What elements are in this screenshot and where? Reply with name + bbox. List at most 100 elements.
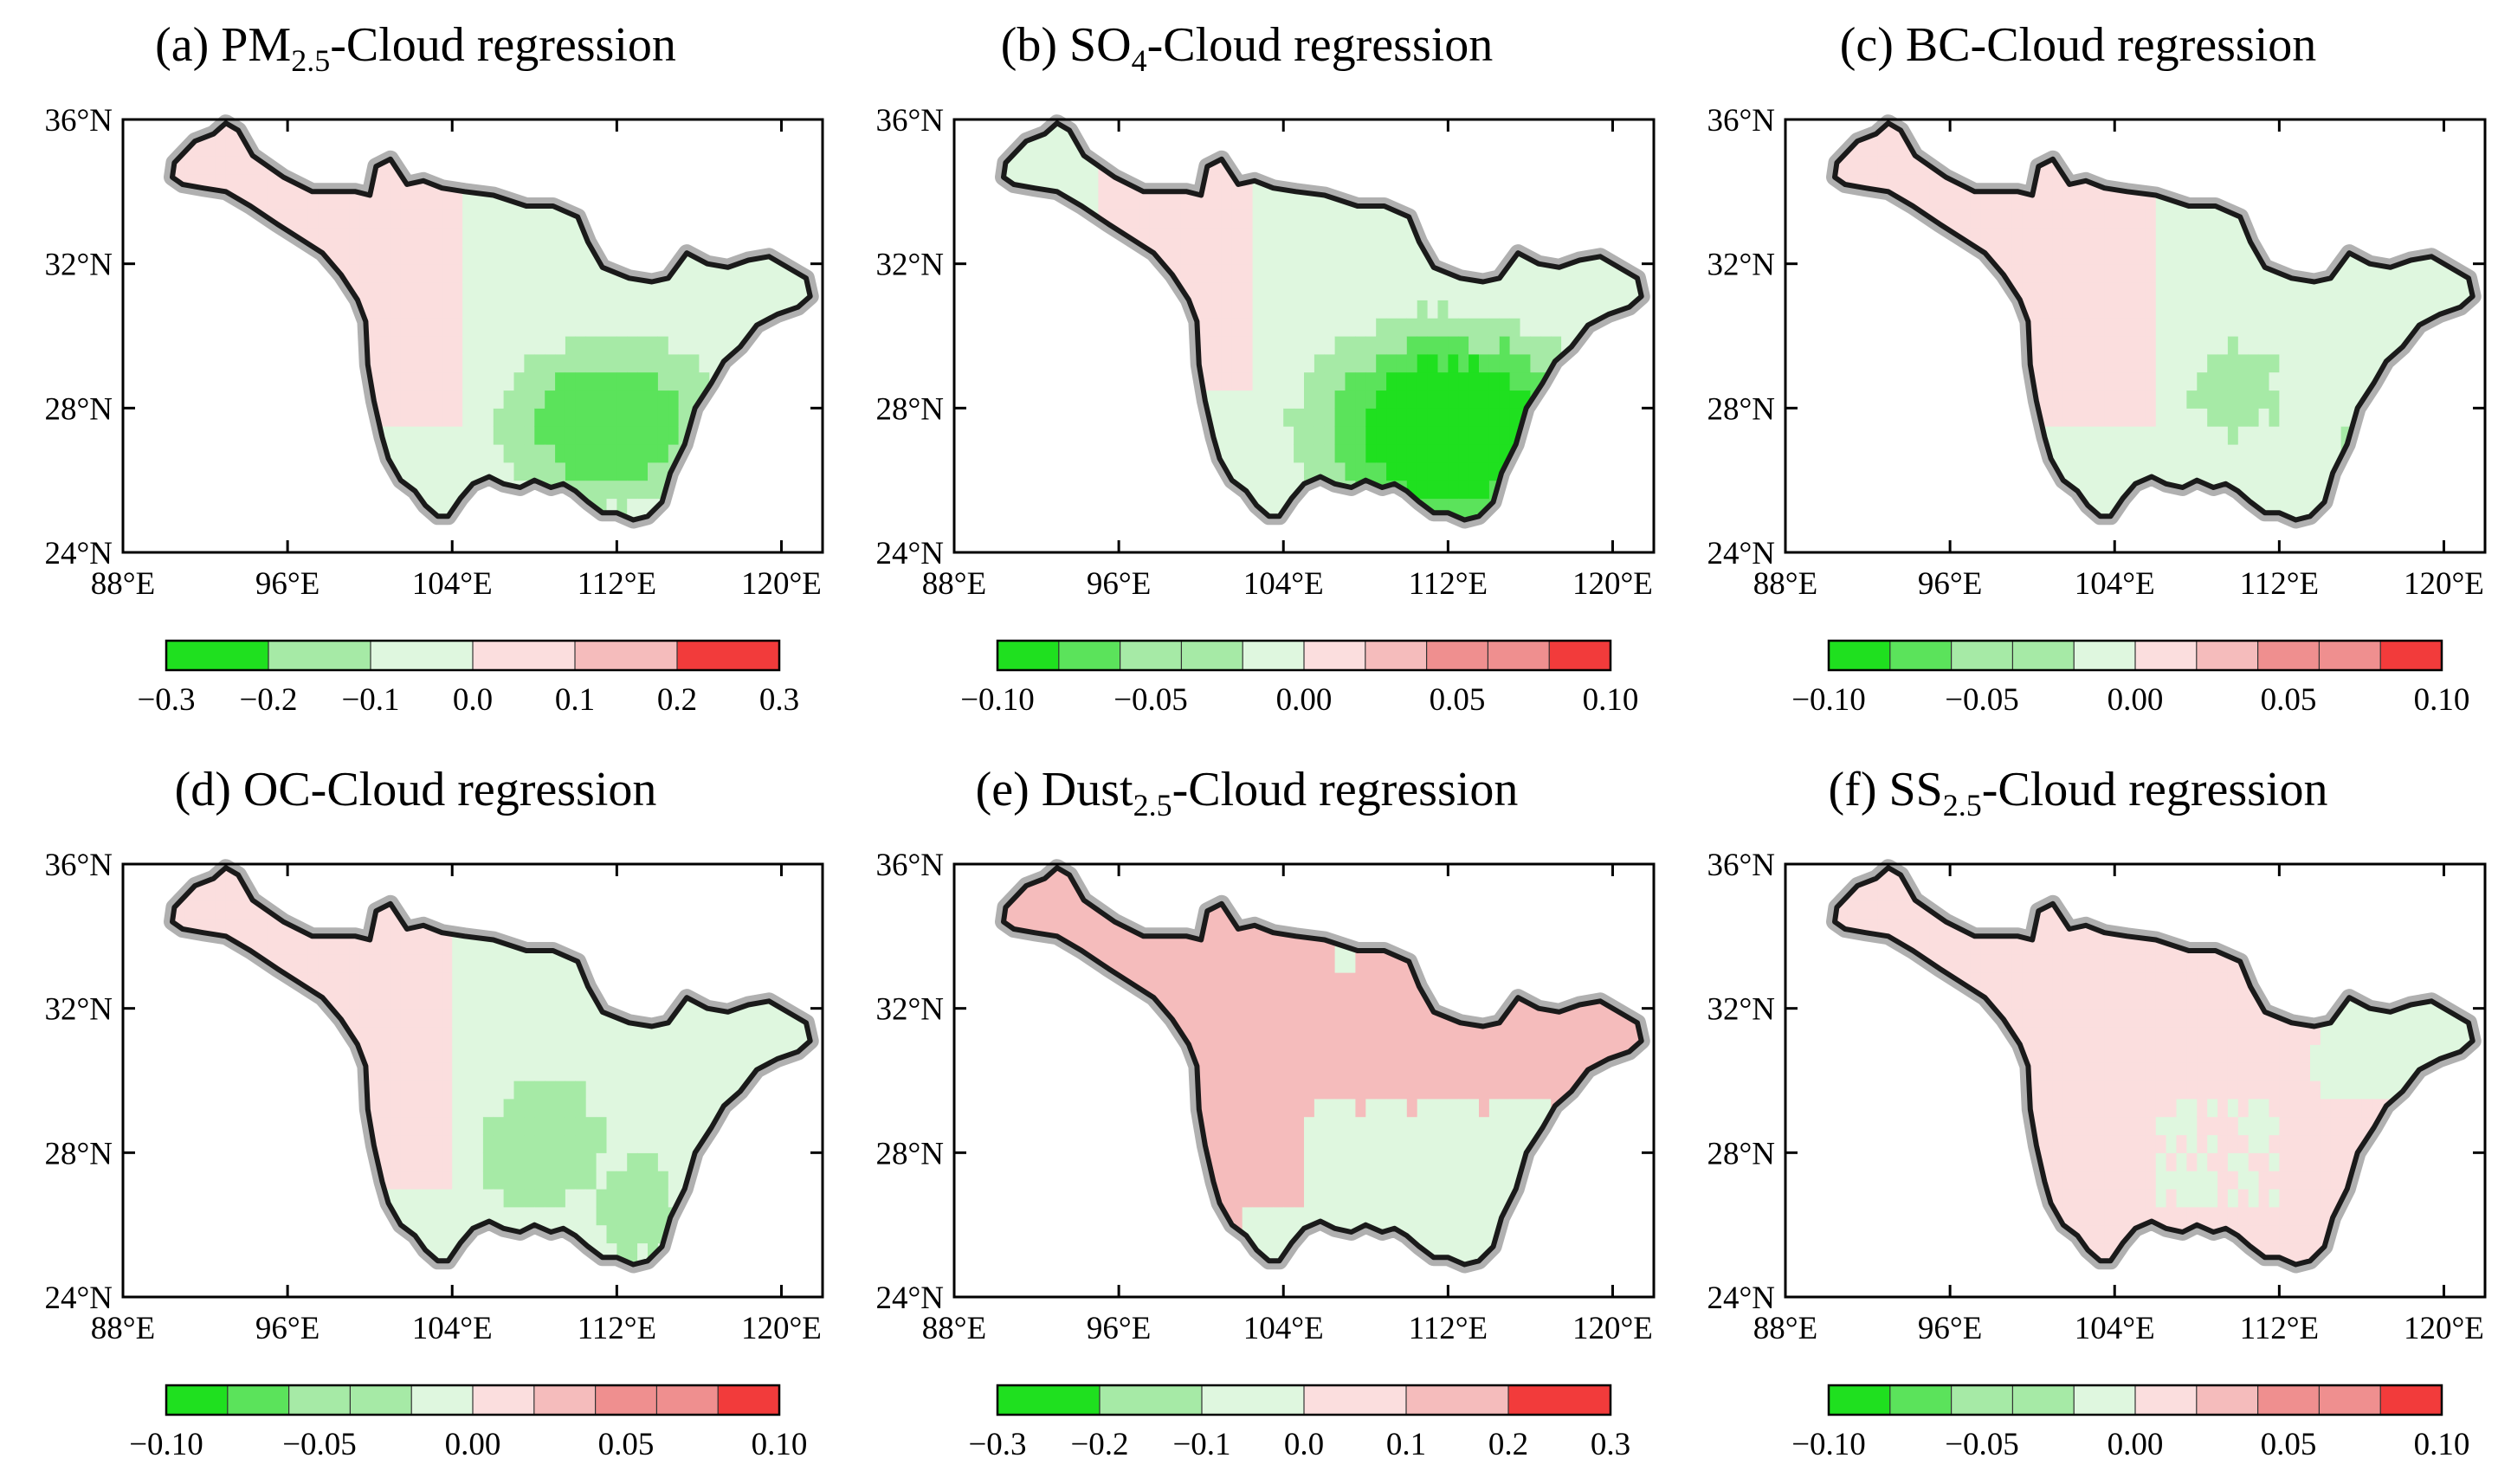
grid-cell xyxy=(1458,1152,1469,1171)
grid-cell xyxy=(771,1026,783,1045)
colorbar-tick-label: 0.3 xyxy=(1591,1427,1630,1462)
grid-cell xyxy=(2094,191,2105,210)
grid-cell xyxy=(1262,318,1274,337)
grid-cell xyxy=(390,1026,402,1045)
grid-cell xyxy=(534,444,545,463)
grid-cell xyxy=(359,972,371,991)
grid-cell xyxy=(2197,390,2208,409)
grid-cell xyxy=(2289,371,2301,391)
grid-cell xyxy=(2043,353,2054,373)
grid-cell xyxy=(1355,1206,1366,1226)
grid-cell xyxy=(1314,353,1326,373)
grid-cell xyxy=(2227,300,2239,319)
grid-cell xyxy=(1469,1171,1480,1190)
grid-cell xyxy=(1417,263,1429,283)
grid-cell xyxy=(442,1081,453,1100)
grid-cell xyxy=(2125,1081,2136,1100)
grid-cell xyxy=(2052,281,2064,300)
grid-cell xyxy=(2083,155,2095,175)
grid-cell xyxy=(370,954,381,973)
grid-cell xyxy=(400,1081,412,1100)
grid-cell xyxy=(1221,281,1233,300)
grid-cell xyxy=(482,371,494,391)
grid-cell xyxy=(2279,1081,2290,1100)
grid-cell xyxy=(1170,191,1181,210)
grid-cell xyxy=(390,336,402,355)
grid-cell xyxy=(545,1098,556,1118)
grid-cell xyxy=(2104,444,2115,463)
grid-cell xyxy=(298,210,309,229)
grid-cell xyxy=(1386,1008,1398,1028)
grid-cell xyxy=(2207,1134,2218,1153)
grid-cell xyxy=(2073,281,2085,300)
panel-title-subscript: 2.5 xyxy=(1133,788,1172,823)
colorbar-bin xyxy=(411,1385,474,1415)
grid-cell xyxy=(2289,1116,2301,1136)
grid-cell xyxy=(2217,444,2229,463)
grid-cell xyxy=(236,155,248,175)
grid-cell xyxy=(1159,936,1172,955)
grid-cell xyxy=(2310,1044,2321,1063)
grid-cell xyxy=(1191,263,1202,283)
grid-cell xyxy=(2011,1008,2023,1028)
grid-cell xyxy=(1324,318,1336,337)
grid-cell xyxy=(1221,426,1233,445)
grid-cell xyxy=(2248,480,2260,500)
grid-cell xyxy=(421,228,433,247)
grid-cell xyxy=(1488,1044,1501,1063)
grid-cell xyxy=(1417,480,1429,500)
grid-cell xyxy=(739,263,752,283)
grid-cell xyxy=(606,408,617,427)
grid-cell xyxy=(410,336,423,355)
grid-cell xyxy=(287,210,299,229)
grid-cell xyxy=(596,1152,608,1171)
lon-label: 104°E xyxy=(412,566,493,602)
grid-cell xyxy=(493,444,505,463)
grid-cell xyxy=(2094,1116,2105,1136)
grid-cell xyxy=(503,1116,515,1136)
grid-cell xyxy=(1376,353,1387,373)
grid-cell xyxy=(1056,881,1068,901)
grid-cell xyxy=(1242,936,1254,955)
grid-cell xyxy=(2402,1026,2414,1045)
grid-cell xyxy=(1231,972,1243,991)
grid-cell xyxy=(2176,1062,2187,1081)
grid-cell xyxy=(400,263,412,283)
grid-cell xyxy=(2361,1098,2372,1118)
grid-cell xyxy=(1231,1189,1243,1208)
grid-cell xyxy=(503,1189,515,1208)
grid-cell xyxy=(1427,444,1439,463)
grid-cell xyxy=(2176,408,2187,427)
grid-cell xyxy=(2217,1206,2229,1226)
grid-cell xyxy=(2176,444,2187,463)
grid-cell xyxy=(2258,390,2270,409)
grid-cell xyxy=(2433,1008,2445,1028)
grid-cell xyxy=(771,281,783,300)
grid-cell xyxy=(720,1062,731,1081)
grid-cell xyxy=(1571,1008,1583,1028)
grid-cell xyxy=(524,972,535,991)
grid-cell xyxy=(2104,353,2115,373)
grid-cell xyxy=(2186,1062,2198,1081)
grid-cell xyxy=(442,954,453,973)
grid-cell xyxy=(2083,972,2095,991)
grid-cell xyxy=(1088,918,1099,937)
grid-cell xyxy=(1314,336,1326,355)
grid-cell xyxy=(1242,281,1254,300)
grid-cell xyxy=(2125,1116,2136,1136)
grid-cell xyxy=(1970,228,1982,247)
grid-cell xyxy=(1479,426,1490,445)
grid-cell xyxy=(2062,972,2075,991)
grid-cell xyxy=(1221,173,1233,192)
colorbar-bin xyxy=(227,1385,290,1415)
grid-cell xyxy=(1479,1152,1490,1171)
grid-cell xyxy=(648,1152,659,1171)
regression-map: 36°N32°N28°N24°N88°E 96°E 104°E 112°E 120°E−… xyxy=(44,848,824,1462)
grid-cell xyxy=(1458,480,1469,500)
grid-cell xyxy=(1191,1008,1202,1028)
grid-cell xyxy=(2279,371,2290,391)
grid-cell xyxy=(2022,1026,2033,1045)
grid-cell xyxy=(2248,1081,2260,1100)
grid-cell xyxy=(473,954,484,973)
grid-cell xyxy=(2176,371,2187,391)
